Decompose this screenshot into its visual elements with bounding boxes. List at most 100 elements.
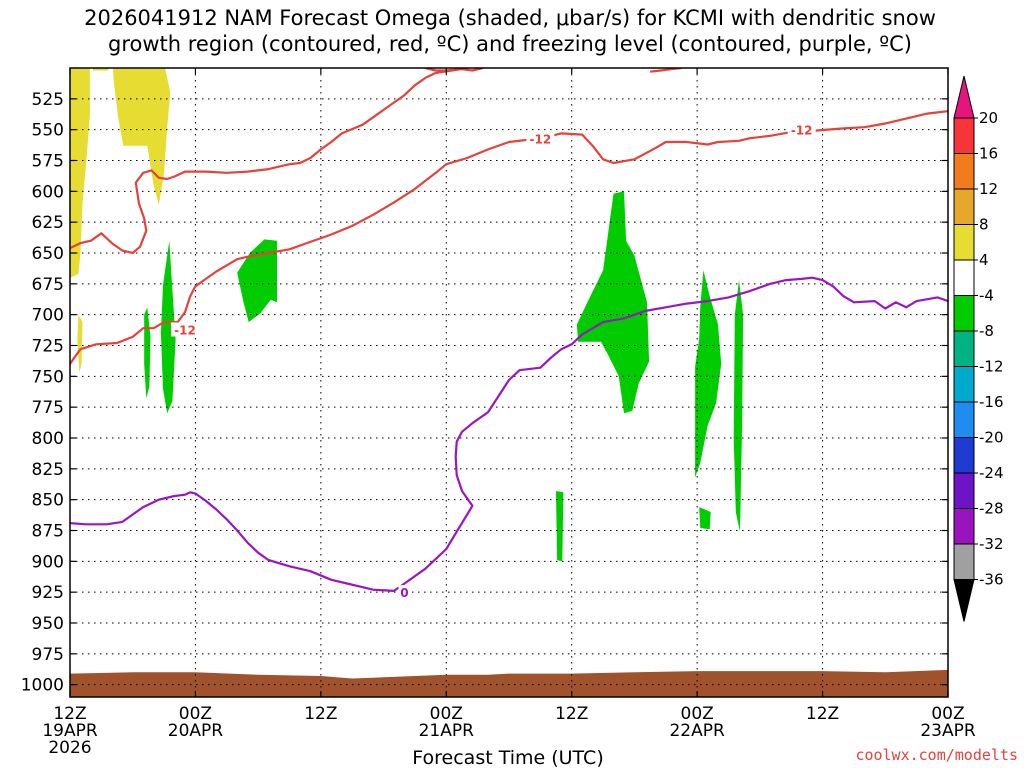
contour-label: -12 [174,323,196,337]
grid [69,68,949,697]
contour-label-bg [526,131,555,146]
colorbar-bin [953,259,975,296]
y-tick-label: 775 [32,398,64,418]
y-tick-label: 1000 [21,676,64,696]
plot-area: -12 -12 -12 0 525 550 575 600 625 650 675 700 725 750… [21,67,976,758]
y-tick-label: 975 [32,645,64,665]
omega-shade-sinking [576,191,650,414]
contour-label-bg [170,322,199,337]
y-tick-label: 850 [32,491,64,511]
omega-shade-sinking [556,491,564,562]
omega-shade-sinking [733,280,744,532]
x-tick-label: 00Z [681,704,714,724]
colorbar-label: -12 [979,358,1004,376]
y-tick-label: 625 [32,213,64,233]
colorbar-label: -36 [979,571,1004,589]
x-tick-label: 22APR [669,721,725,741]
y-tick-label: 925 [32,583,64,603]
omega-shading [70,68,948,697]
y-tick-label: 525 [32,90,64,110]
y-tick-label: 700 [32,306,64,326]
y-tick-label: 750 [32,367,64,387]
contour-label: -12 [791,124,813,138]
y-tick-label: 725 [32,337,64,357]
colorbar-bin [953,224,975,261]
colorbar-label: -4 [979,287,994,305]
omega-shade-sinking [695,270,722,478]
freezing-level-line [70,276,948,592]
x-tick-label: 12Z [53,704,86,724]
y-tick-label: 950 [32,614,64,634]
x-tick-label: 00Z [931,704,964,724]
colorbar-bin [953,472,975,509]
omega-shade-rising [77,314,83,373]
colorbar-label: -8 [979,322,994,340]
colorbar-bin [953,401,975,438]
chart-title-line2: growth region (contoured, red, ºC) and f… [108,32,912,56]
colorbar-bin [953,508,975,545]
omega-shade-sinking [237,239,277,323]
colorbar-bin [953,295,975,332]
contour-label-bg [398,585,411,600]
x-tick-label: 23APR [920,721,976,741]
x-tick-label: 12Z [304,704,337,724]
x-tick-label: 00Z [430,704,463,724]
y-tick-label: 550 [32,121,64,141]
contours [70,68,948,592]
colorbar-label: -16 [979,393,1004,411]
contour-label: -12 [530,132,552,146]
y-tick-label: 575 [32,152,64,172]
contour-label-bg [787,122,816,137]
colorbar-bin [953,366,975,403]
dgz-contour-line [70,68,468,255]
x-axis-label: Forecast Time (UTC) [412,747,603,768]
omega-shade-sinking [699,507,711,530]
omega-shade-sinking [144,307,151,399]
colorbar-label: 20 [979,109,998,127]
colorbar-bin [953,153,975,190]
colorbar-label: -32 [979,535,1004,553]
colorbar-bin [953,437,975,474]
x-tick-label: 12Z [555,704,588,724]
colorbar-bottom-extension [953,579,975,622]
x-tick-label: 21APR [419,721,475,741]
y-tick-label: 900 [32,552,64,572]
omega-shade-rising [70,68,90,278]
y-axis: 525 550 575 600 625 650 675 700 725 750 775 800 825 8… [21,90,948,696]
colorbar-label: 8 [979,216,989,234]
y-tick-label: 875 [32,522,64,542]
x-tick-label: 2026 [48,738,91,758]
colorbar-top-extension [953,75,975,119]
dgz-contour-line [70,110,948,365]
x-tick-label: 12Z [806,704,839,724]
colorbar-label: 16 [979,145,998,163]
colorbar-bin [953,330,975,367]
colorbar-label: 4 [979,251,989,269]
colorbar-bin [953,117,975,154]
x-tick-label: 19APR [42,721,98,741]
plot-frame [69,67,949,698]
credit-text: coolwx.com/modelts [855,746,1018,764]
terrain-band [70,669,948,697]
colorbar: 20 16 12 8 4 -4 -8 -12 -16 -20 -24 -28 -32 -36 [953,75,1004,622]
chart-title-line1: 2026041912 NAM Forecast Omega (shaded, μ… [84,6,936,30]
colorbar-label: -24 [979,464,1004,482]
x-tick-label: 00Z [179,704,212,724]
omega-shade-sinking [160,240,176,414]
y-tick-label: 825 [32,460,64,480]
colorbar-bin [953,543,975,580]
omega-shade-rising [112,68,171,205]
y-tick-label: 600 [32,182,64,202]
contour-label: 0 [400,586,408,600]
contour-labels: -12 -12 -12 0 [170,122,816,600]
dgz-contour-line [425,68,484,72]
x-tick-label: 20APR [168,721,224,741]
colorbar-label: 12 [979,180,998,198]
colorbar-bin [953,188,975,225]
y-tick-label: 800 [32,429,64,449]
colorbar-label: -20 [979,429,1004,447]
y-tick-label: 675 [32,275,64,295]
colorbar-label: -28 [979,500,1004,518]
